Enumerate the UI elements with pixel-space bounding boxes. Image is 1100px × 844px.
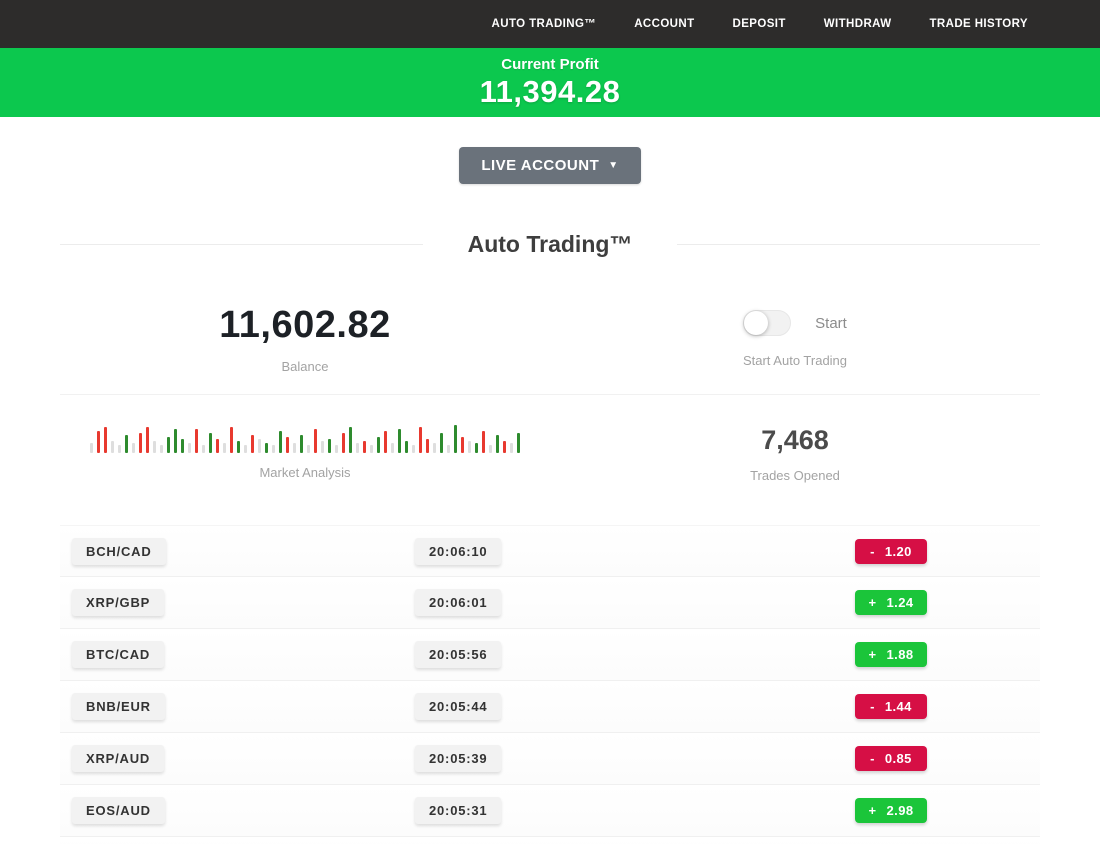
balance-value: 11,602.82 bbox=[219, 304, 391, 346]
nav-item-withdraw[interactable]: WITHDRAW bbox=[823, 18, 892, 30]
table-row: BNB/EUR 20:05:44 - 1.44 bbox=[60, 681, 1040, 733]
start-auto-trading-toggle[interactable] bbox=[743, 310, 792, 336]
result-badge: + 1.88 bbox=[855, 642, 927, 667]
nav-item-account[interactable]: ACCOUNT bbox=[634, 18, 695, 30]
table-row: XRP/GBP 20:06:01 + 1.24 bbox=[60, 577, 1040, 629]
table-row: XRP/AUD 20:05:39 - 0.85 bbox=[60, 733, 1040, 785]
pair-badge: BNB/EUR bbox=[72, 693, 165, 720]
pair-badge: EOS/AUD bbox=[72, 797, 165, 824]
toggle-start-label: Start bbox=[815, 314, 847, 332]
toggle-wrap: Start bbox=[743, 310, 847, 336]
time-badge: 20:06:01 bbox=[415, 589, 502, 616]
result-badge: - 0.85 bbox=[855, 746, 927, 771]
current-profit-value: 11,394.28 bbox=[479, 74, 621, 109]
time-badge: 20:06:10 bbox=[415, 537, 502, 565]
trades-opened-cell: 7,468 Trades Opened bbox=[550, 395, 1040, 503]
pair-badge: XRP/GBP bbox=[72, 589, 165, 616]
result-badge: - 1.20 bbox=[855, 538, 927, 564]
nav-item-deposit[interactable]: DEPOSIT bbox=[732, 18, 786, 30]
balance-label: Balance bbox=[281, 359, 329, 374]
stats-row-market: Market Analysis 7,468 Trades Opened bbox=[60, 395, 1040, 503]
account-selector-row: LIVE ACCOUNT ▼ bbox=[0, 147, 1100, 184]
live-account-dropdown-button[interactable]: LIVE ACCOUNT ▼ bbox=[459, 147, 641, 184]
result-badge: - 1.44 bbox=[855, 694, 927, 719]
market-analysis-label: Market Analysis bbox=[259, 465, 351, 480]
stats-row-balance: 11,602.82 Balance Start Start Auto Tradi… bbox=[60, 286, 1040, 395]
section-heading: Auto Trading™ bbox=[60, 231, 1040, 258]
nav-item-trade-history[interactable]: TRADE HISTORY bbox=[929, 18, 1028, 30]
page-title: Auto Trading™ bbox=[467, 231, 633, 257]
trades-list: BCH/CAD 20:06:10 - 1.20 XRP/GBP 20:06:01… bbox=[60, 525, 1040, 844]
table-row: EOS/AUD 20:05:31 + 2.98 bbox=[60, 785, 1040, 837]
time-badge: 20:05:31 bbox=[415, 797, 502, 824]
pair-badge: BCH/CAD bbox=[72, 537, 166, 565]
time-badge: 20:05:44 bbox=[415, 693, 502, 720]
trades-opened-label: Trades Opened bbox=[750, 468, 840, 483]
result-badge: + 1.24 bbox=[855, 590, 927, 615]
table-row: BCH/CAD 20:06:10 - 1.20 bbox=[60, 525, 1040, 577]
table-row: BTC/CAD 20:05:56 + 1.88 bbox=[60, 629, 1040, 681]
current-profit-label: Current Profit bbox=[501, 56, 599, 73]
current-profit-banner: Current Profit 11,394.28 bbox=[0, 48, 1100, 117]
balance-cell: 11,602.82 Balance bbox=[60, 286, 550, 394]
toggle-knob bbox=[744, 311, 769, 335]
nav-item-auto-trading[interactable]: AUTO TRADING™ bbox=[491, 18, 597, 30]
stats-panel: 11,602.82 Balance Start Start Auto Tradi… bbox=[60, 286, 1040, 503]
time-badge: 20:05:39 bbox=[415, 745, 502, 772]
auto-trading-toggle-cell: Start Start Auto Trading bbox=[550, 286, 1040, 394]
time-badge: 20:05:56 bbox=[415, 641, 502, 668]
pair-badge: XRP/AUD bbox=[72, 745, 165, 772]
trades-opened-value: 7,468 bbox=[761, 425, 829, 455]
table-row: BNB/CHF 20:05:25 + 3.02 bbox=[60, 837, 1040, 844]
chevron-down-icon: ▼ bbox=[608, 159, 619, 171]
start-auto-trading-caption: Start Auto Trading bbox=[742, 353, 848, 368]
market-analysis-chart bbox=[60, 423, 550, 453]
result-badge: + 2.98 bbox=[855, 798, 927, 823]
live-account-label: LIVE ACCOUNT bbox=[481, 157, 600, 174]
market-analysis-cell: Market Analysis bbox=[60, 395, 550, 503]
top-navigation-bar: AUTO TRADING™ ACCOUNT DEPOSIT WITHDRAW T… bbox=[0, 0, 1100, 48]
pair-badge: BTC/CAD bbox=[72, 641, 165, 668]
